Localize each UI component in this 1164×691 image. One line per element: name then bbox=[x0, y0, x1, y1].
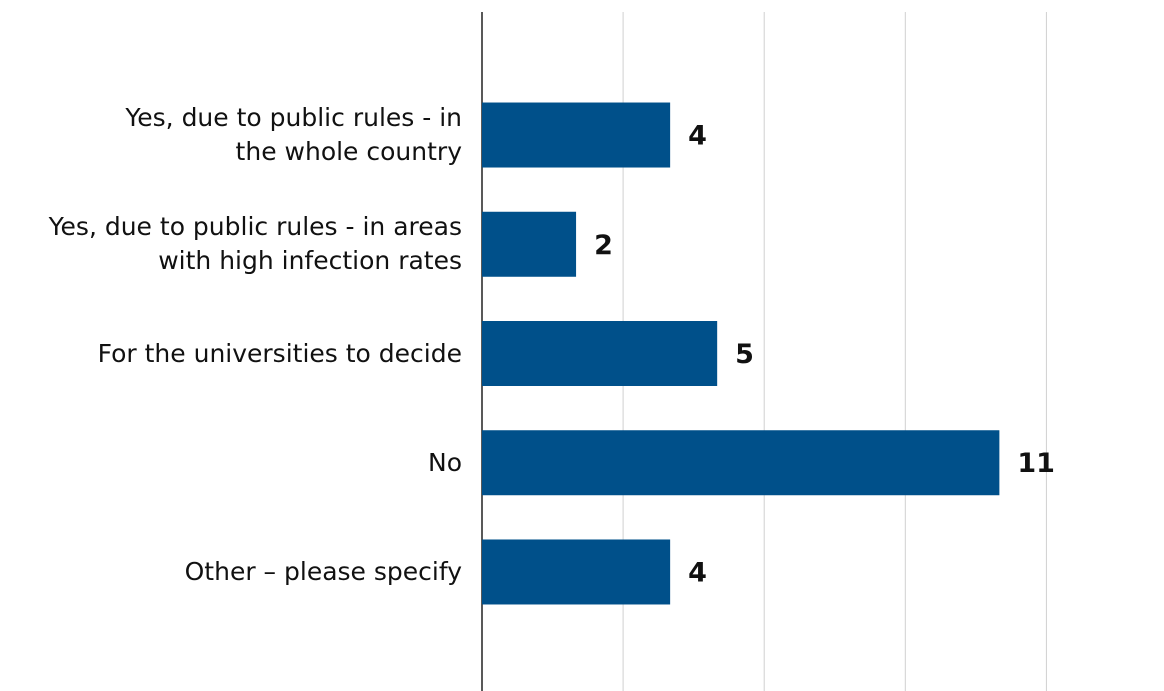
value-label: 4 bbox=[688, 557, 707, 588]
category-label: No bbox=[428, 447, 462, 477]
category-label: Yes, due to public rules - in areas with… bbox=[48, 212, 462, 276]
value-label: 5 bbox=[735, 339, 754, 370]
category-label: Other – please specify bbox=[184, 556, 462, 586]
value-label: 2 bbox=[594, 230, 613, 261]
category-label: Yes, due to public rules - in the whole … bbox=[125, 103, 462, 167]
bar bbox=[482, 321, 718, 386]
category-label: For the universities to decide bbox=[97, 338, 462, 368]
bar bbox=[482, 102, 671, 168]
bar bbox=[482, 430, 1000, 496]
value-label: 11 bbox=[1017, 448, 1055, 479]
value-label: 4 bbox=[688, 121, 707, 152]
bar bbox=[482, 211, 577, 277]
bar bbox=[482, 539, 671, 605]
